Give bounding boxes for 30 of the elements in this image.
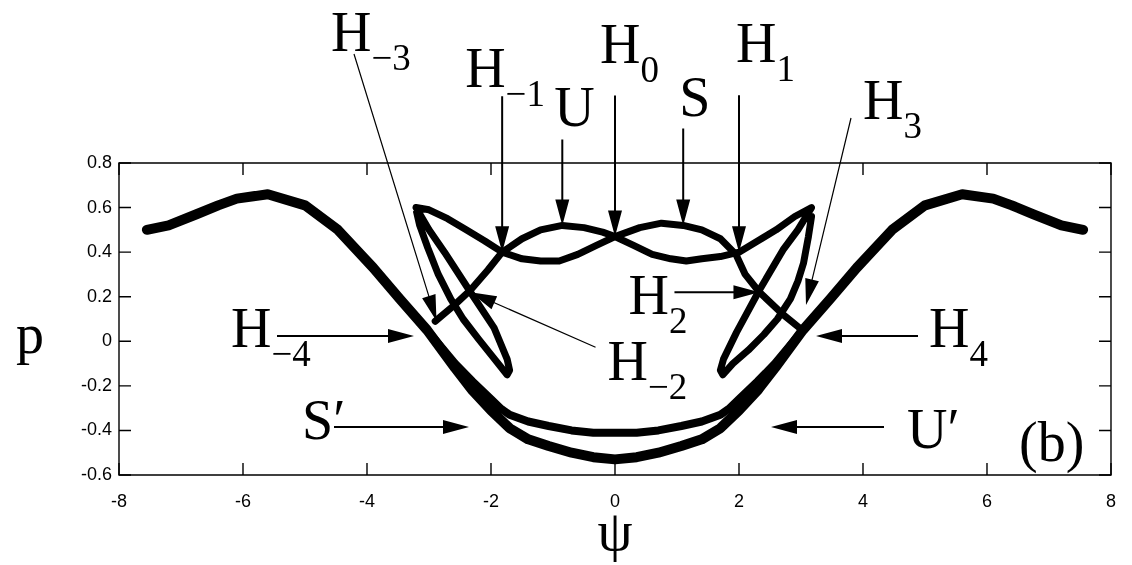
x-tick-label: 0	[609, 490, 621, 511]
y-tick-label: 0.6	[86, 196, 112, 217]
text: H$_{−3}$	[331, 1, 411, 79]
annotation: U′	[907, 398, 960, 460]
y-tick-label: 0.2	[86, 285, 112, 306]
x-tick-label: -6	[234, 490, 252, 511]
x-tick-label: 4	[857, 490, 868, 511]
annotation: H$_{−1}$	[465, 37, 545, 115]
y-tick-label: -0.4	[80, 419, 112, 440]
annotation: H$_{1}$	[735, 12, 795, 90]
x-tick-label: 2	[733, 490, 744, 511]
x-tick-label: -8	[110, 490, 128, 511]
x-tick-label: 6	[981, 490, 992, 511]
text: H$_{3}$	[863, 69, 922, 147]
annotation: S′	[302, 389, 346, 451]
y-tick-label: 0.8	[86, 151, 112, 172]
y-axis-title: p	[16, 303, 44, 365]
annotation: U	[554, 76, 595, 139]
y-tick-label: -0.2	[80, 374, 112, 395]
y-tick-label: 0	[101, 330, 112, 351]
y-tick-label: 0.4	[86, 241, 112, 262]
annotation: H$_{4}$	[929, 297, 988, 375]
annotation: S	[679, 66, 711, 129]
annotation: H$_{−4}$	[231, 297, 311, 375]
x-tick-label: -4	[358, 490, 376, 511]
annotation: (b)	[1019, 411, 1085, 473]
annotation: H$_{0}$	[599, 12, 659, 90]
x-tick-label: -2	[482, 490, 500, 511]
y-tick-label: -0.6	[80, 463, 112, 484]
x-tick-label: 8	[1105, 490, 1116, 511]
